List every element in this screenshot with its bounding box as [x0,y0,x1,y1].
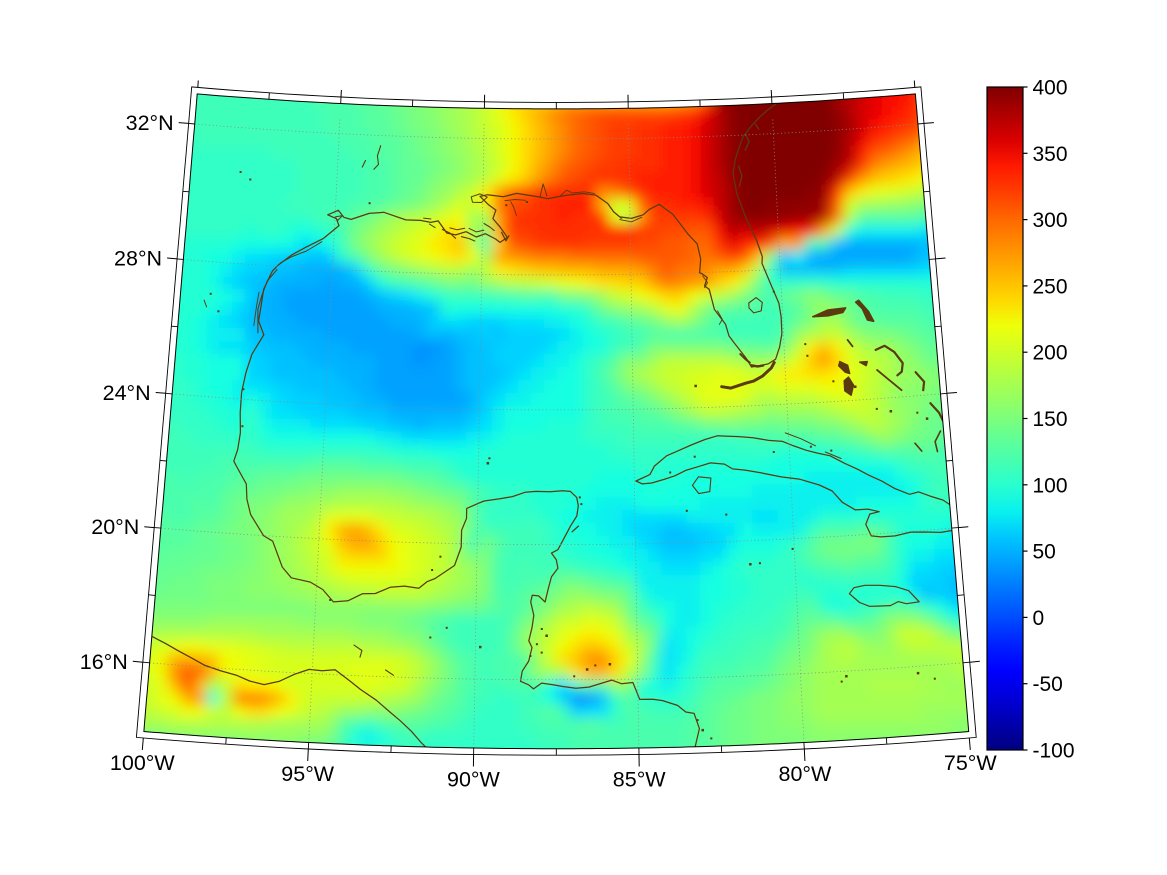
svg-text:75°W: 75°W [944,751,998,775]
svg-text:28°N: 28°N [114,247,162,271]
svg-text:95°W: 95°W [281,762,335,786]
svg-text:300: 300 [1033,209,1068,232]
svg-text:32°N: 32°N [126,111,174,135]
svg-text:-50: -50 [1033,673,1063,696]
svg-text:100°W: 100°W [110,751,175,775]
svg-text:50: 50 [1033,541,1056,564]
svg-text:100: 100 [1033,474,1068,497]
svg-text:-100: -100 [1033,740,1075,763]
svg-text:80°W: 80°W [778,762,832,786]
svg-text:20°N: 20°N [91,515,139,539]
svg-text:200: 200 [1033,342,1068,365]
svg-text:85°W: 85°W [613,768,667,792]
svg-text:16°N: 16°N [80,650,128,674]
svg-text:400: 400 [1033,77,1068,100]
svg-text:0: 0 [1033,607,1045,630]
svg-text:350: 350 [1033,143,1068,166]
svg-text:250: 250 [1033,275,1068,298]
svg-text:90°W: 90°W [447,768,501,792]
svg-text:150: 150 [1033,408,1068,431]
svg-text:24°N: 24°N [103,381,151,405]
